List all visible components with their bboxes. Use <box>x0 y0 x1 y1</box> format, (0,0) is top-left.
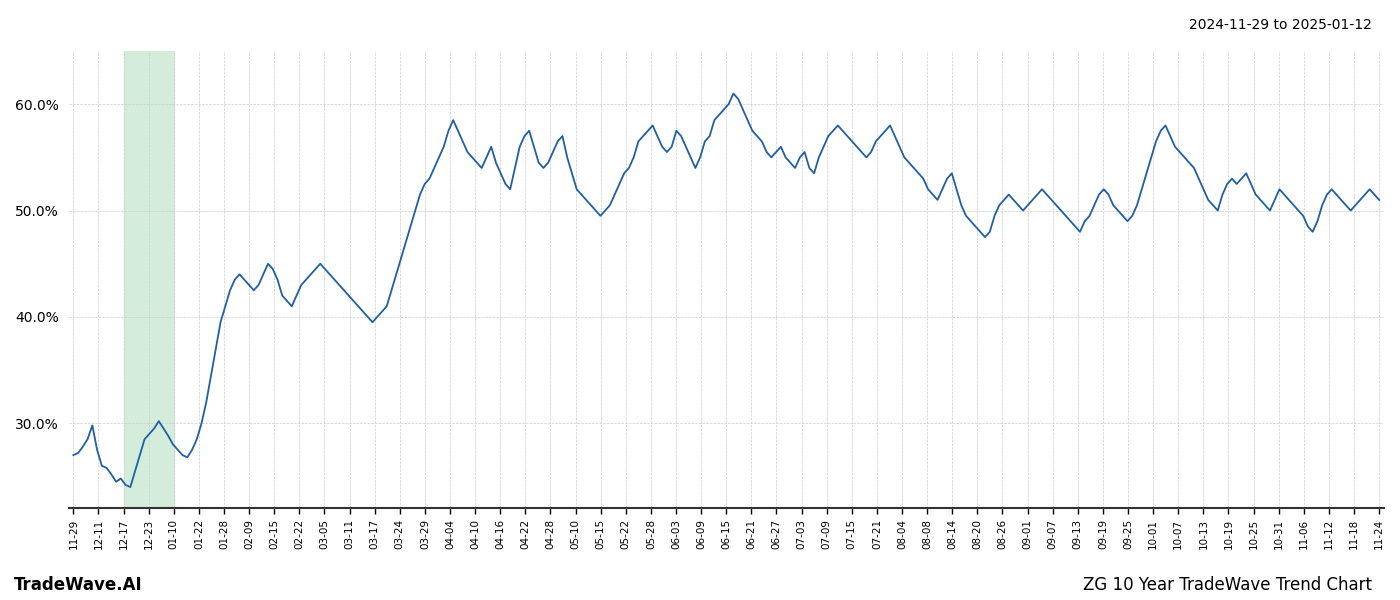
Bar <box>123 51 174 508</box>
Text: TradeWave.AI: TradeWave.AI <box>14 576 143 594</box>
Text: 2024-11-29 to 2025-01-12: 2024-11-29 to 2025-01-12 <box>1189 18 1372 32</box>
Text: ZG 10 Year TradeWave Trend Chart: ZG 10 Year TradeWave Trend Chart <box>1084 576 1372 594</box>
